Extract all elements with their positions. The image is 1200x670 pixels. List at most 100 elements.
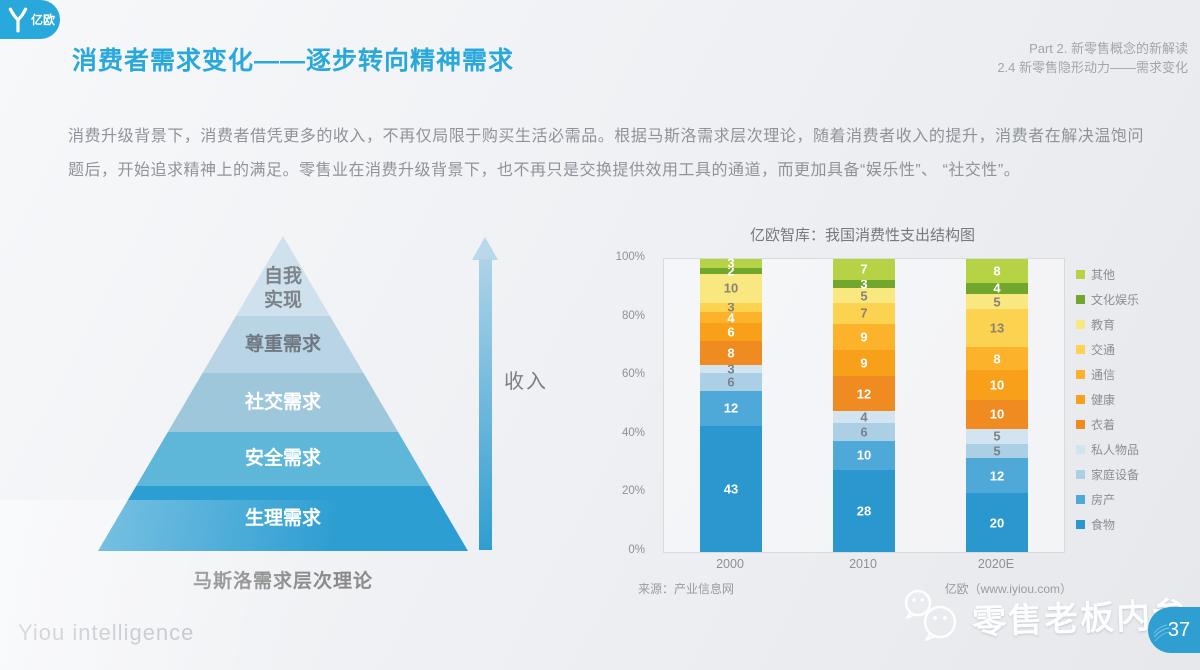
income-arrow-head-icon [472, 237, 498, 260]
bar-segment: 3 [700, 301, 762, 314]
legend-label: 教育 [1091, 318, 1116, 332]
maslow-pyramid: 自我 实现 尊重需求 社交需求 安全需求 生理需求 [98, 236, 468, 551]
bar-segment: 9 [833, 349, 895, 377]
bar-segment: 3 [833, 277, 895, 290]
x-axis-label: 2010 [849, 557, 877, 571]
x-axis-label: 2020E [977, 557, 1015, 571]
page-number: 37 [1167, 618, 1191, 641]
page-title: 消费者需求变化——逐步转向精神需求 [72, 47, 515, 75]
bar-segment: 7 [833, 303, 895, 324]
bar-segment: 43 [700, 426, 762, 552]
y-axis-label: 80% [621, 309, 645, 322]
bar-segment: 3 [700, 362, 762, 375]
bar-segment: 10 [833, 440, 895, 470]
bar-segment: 5 [833, 288, 895, 303]
bar-segment: 4 [966, 282, 1028, 295]
breadcrumb: Part 2. 新零售概念的新解读 2.4 新零售隐形动力——需求变化 [997, 39, 1188, 77]
income-label: 收入 [504, 371, 548, 393]
yiou-logo-icon [8, 7, 28, 32]
legend-label: 交通 [1091, 343, 1116, 357]
legend-swatch-icon [1076, 520, 1085, 529]
pyramid-level-2: 尊重需求 [98, 316, 468, 373]
y-axis-label: 40% [621, 426, 645, 439]
legend-swatch-icon [1076, 320, 1085, 329]
x-axis-label: 2000 [716, 557, 744, 571]
legend-swatch-icon [1076, 395, 1085, 404]
bar-segment: 4 [700, 311, 762, 324]
legend-label: 食物 [1091, 518, 1116, 532]
legend-swatch-icon [1076, 270, 1085, 279]
legend-label: 其他 [1091, 268, 1116, 282]
legend-label: 健康 [1091, 393, 1116, 407]
legend-label: 家庭设备 [1091, 468, 1140, 482]
legend-swatch-icon [1076, 295, 1085, 304]
legend-item: 健康 [1076, 387, 1196, 412]
legend-item: 文化娱乐 [1076, 287, 1196, 312]
legend-swatch-icon [1076, 370, 1085, 379]
chart-legend: 其他文化娱乐教育交通通信健康衣着私人物品家庭设备房产食物 [1076, 262, 1196, 537]
watermark: 零售老板内参 [900, 586, 1189, 644]
breadcrumb-part-line: Part 2. 新零售概念的新解读 [1029, 41, 1188, 56]
legend-item: 交通 [1076, 337, 1196, 362]
stacked-bar-2020E: 20 12 5 5 10 10 8 13 5 4 8 [966, 259, 1028, 552]
bar-segment: 12 [966, 458, 1028, 494]
legend-item: 家庭设备 [1076, 462, 1196, 487]
body-paragraph: 消费升级背景下，消费者借凭更多的收入，不再仅局限于购买生活必需品。根据马斯洛需求… [68, 128, 1144, 179]
y-axis-label: 60% [621, 368, 645, 381]
bar-segment: 6 [700, 373, 762, 391]
bar-segment: 4 [833, 411, 895, 424]
legend-swatch-icon [1076, 345, 1085, 354]
bar-segment: 7 [833, 259, 895, 280]
bar-segment: 12 [700, 390, 762, 427]
page-number-badge: 37 [1148, 607, 1200, 653]
bar-segment: 28 [833, 469, 895, 552]
legend-label: 通信 [1091, 368, 1116, 382]
pyramid-level-4: 安全需求 [98, 432, 468, 486]
legend-label: 文化娱乐 [1091, 293, 1140, 307]
bar-segment: 5 [966, 428, 1028, 444]
pyramid-level-5: 生理需求 [98, 486, 468, 551]
bar-segment: 6 [700, 323, 762, 342]
logo-badge: 亿欧 [0, 0, 60, 39]
bar-segment: 10 [966, 370, 1028, 400]
bar-segment: 10 [700, 273, 762, 303]
income-arrow-icon [479, 259, 492, 550]
legend-swatch-icon [1076, 470, 1085, 479]
pyramid-caption: 马斯洛需求层次理论 [192, 571, 373, 592]
legend-item: 教育 [1076, 312, 1196, 337]
bar-segment: 13 [966, 308, 1028, 347]
bar-segment: 8 [966, 346, 1028, 371]
chart-plot: 43 12 6 3 8 6 4 3 10 2 3 28 10 6 4 12 9 9 7 5 3 7 20 12 5 5 10 10 8 1… [663, 257, 1065, 553]
legend-item: 私人物品 [1076, 437, 1196, 462]
legend-swatch-icon [1076, 495, 1085, 504]
stacked-bar-2010: 28 10 6 4 12 9 9 7 5 3 7 [833, 259, 895, 552]
pyramid-level-1: 自我 实现 [98, 236, 468, 316]
bar-segment: 5 [966, 294, 1028, 309]
wechat-icon [904, 589, 957, 641]
bar-segment: 9 [833, 323, 895, 350]
swirl-icon [1153, 624, 1171, 642]
pyramid-level-3: 社交需求 [98, 373, 468, 432]
y-axis-label: 100% [615, 251, 645, 263]
bar-segment: 6 [833, 423, 895, 441]
legend-item: 食物 [1076, 512, 1196, 537]
legend-item: 其他 [1076, 262, 1196, 287]
footer-brand: Yiou intelligence [18, 620, 195, 645]
legend-swatch-icon [1076, 420, 1085, 429]
legend-label: 房产 [1091, 493, 1116, 507]
bar-segment: 2 [700, 264, 762, 277]
source-left: 来源：产业信息网 [638, 582, 735, 596]
y-axis: 100% 80% 60% 40% 20% 0% [593, 251, 655, 556]
bar-segment: 12 [833, 376, 895, 412]
bar-segment: 3 [700, 257, 762, 270]
legend-item: 房产 [1076, 487, 1196, 512]
bar-segment: 10 [966, 399, 1028, 429]
breadcrumb-section-line: 2.4 新零售隐形动力——需求变化 [997, 60, 1188, 75]
legend-item: 通信 [1076, 362, 1196, 387]
bar-segment: 20 [966, 493, 1028, 552]
logo-text: 亿欧 [31, 13, 56, 27]
legend-label: 衣着 [1091, 418, 1116, 432]
y-axis-label: 20% [621, 485, 645, 498]
legend-swatch-icon [1076, 445, 1085, 454]
stacked-bar-2000: 43 12 6 3 8 6 4 3 10 2 3 [700, 257, 762, 552]
